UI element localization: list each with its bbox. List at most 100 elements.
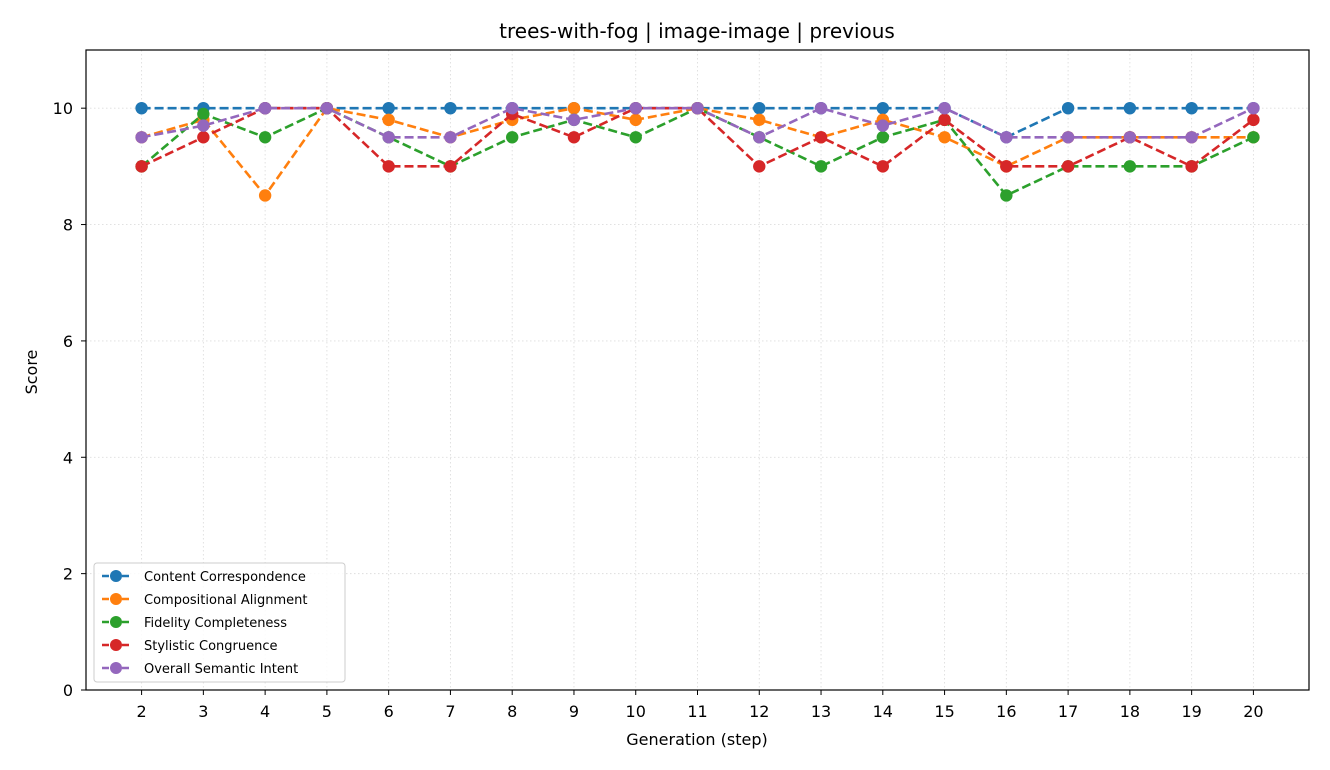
grid [86, 50, 1309, 691]
legend-box [93, 562, 346, 683]
data-point [1185, 101, 1198, 115]
y-tick-label: 4 [63, 448, 73, 467]
x-tick-label: 16 [996, 702, 1016, 721]
chart-title: trees-with-fog | image-image | previous [499, 19, 895, 43]
data-point [753, 113, 766, 127]
x-tick-label: 15 [934, 702, 954, 721]
data-point [1061, 160, 1075, 173]
x-tick-label: 18 [1120, 702, 1140, 721]
legend-entry-compositional-alignment: Compositional Alignment [102, 593, 308, 608]
data-point [1061, 101, 1075, 115]
x-tick-label: 3 [198, 702, 208, 721]
y-tick-label: 2 [63, 565, 73, 584]
x-tick-label: 7 [445, 702, 455, 721]
legend-entry-fidelity-completeness: Fidelity Completeness [102, 616, 287, 631]
legend-entry-content-correspondence: Content Correspondence [102, 570, 306, 585]
legend-label: Fidelity Completeness [144, 616, 287, 631]
x-tick-label: 13 [811, 702, 831, 721]
data-point [197, 107, 210, 121]
data-point [567, 101, 581, 115]
data-point [938, 113, 951, 127]
legend-marker [110, 570, 122, 582]
data-point [258, 189, 272, 202]
data-point [505, 131, 519, 144]
data-point [1000, 189, 1013, 202]
data-point [876, 119, 890, 132]
x-tick-label: 10 [626, 702, 646, 721]
series-overall-semantic-intent [135, 101, 1260, 144]
data-point [135, 131, 148, 144]
data-point [814, 131, 828, 144]
data-point [753, 101, 766, 115]
data-point [753, 160, 766, 173]
legend-entry-stylistic-congruence: Stylistic Congruence [102, 639, 278, 654]
legend-marker [110, 616, 122, 628]
legend-label: Overall Semantic Intent [144, 662, 298, 677]
data-point [938, 101, 951, 115]
x-tick-label: 19 [1181, 702, 1201, 721]
data-point [629, 113, 642, 127]
data-point [1000, 160, 1013, 173]
data-point [258, 101, 272, 115]
data-point [691, 101, 704, 115]
data-point [444, 131, 457, 144]
legend-entry-overall-semantic-intent: Overall Semantic Intent [102, 662, 298, 677]
data-point [1247, 101, 1260, 115]
data-point [938, 131, 951, 144]
data-point [876, 101, 890, 115]
data-point [1123, 101, 1137, 115]
data-point [382, 160, 395, 173]
data-point [135, 160, 148, 173]
data-point [444, 101, 457, 115]
data-point [814, 101, 828, 115]
x-tick-label: 14 [873, 702, 893, 721]
data-point [1185, 131, 1198, 144]
data-point [320, 101, 334, 115]
data-point [258, 131, 272, 144]
data-point [1123, 160, 1137, 173]
data-point [197, 119, 210, 132]
legend-label: Content Correspondence [144, 570, 306, 585]
x-tick-label: 6 [384, 702, 394, 721]
data-point [1123, 131, 1137, 144]
x-tick-label: 20 [1243, 702, 1263, 721]
data-point [197, 131, 210, 144]
axis-ticks: 2 3 4 5 6 7 8 9 10 11 12 13 14 15 16 17 18 19 20 0 2 4 6 8 10 [53, 99, 1264, 721]
data-point [567, 131, 581, 144]
legend: Content Correspondence Compositional Alig… [93, 562, 346, 683]
data-point [567, 113, 581, 127]
data-point [1185, 160, 1198, 173]
data-point [1000, 131, 1013, 144]
x-axis-label: Generation (step) [626, 730, 767, 749]
x-tick-label: 11 [687, 702, 707, 721]
data-point [1061, 131, 1075, 144]
data-point [814, 160, 828, 173]
y-tick-label: 6 [63, 332, 73, 351]
data-point [444, 160, 457, 173]
x-tick-label: 9 [569, 702, 579, 721]
data-point [382, 131, 395, 144]
data-point [876, 131, 890, 144]
data-point [382, 113, 395, 127]
x-tick-label: 12 [749, 702, 769, 721]
data-point [629, 131, 642, 144]
data-point [1247, 113, 1260, 127]
y-tick-label: 10 [53, 99, 73, 118]
legend-marker [110, 593, 122, 605]
data-point [135, 101, 148, 115]
data-point [629, 101, 642, 115]
legend-label: Stylistic Congruence [144, 639, 278, 654]
legend-label: Compositional Alignment [144, 593, 308, 608]
y-tick-label: 8 [63, 216, 73, 235]
series-layer [135, 101, 1260, 202]
x-tick-label: 2 [136, 702, 146, 721]
y-tick-label: 0 [63, 681, 73, 700]
data-point [876, 160, 890, 173]
data-point [1247, 131, 1260, 144]
data-point [753, 131, 766, 144]
data-point [505, 101, 519, 115]
legend-marker [110, 639, 122, 651]
legend-marker [110, 662, 122, 674]
x-tick-label: 4 [260, 702, 270, 721]
